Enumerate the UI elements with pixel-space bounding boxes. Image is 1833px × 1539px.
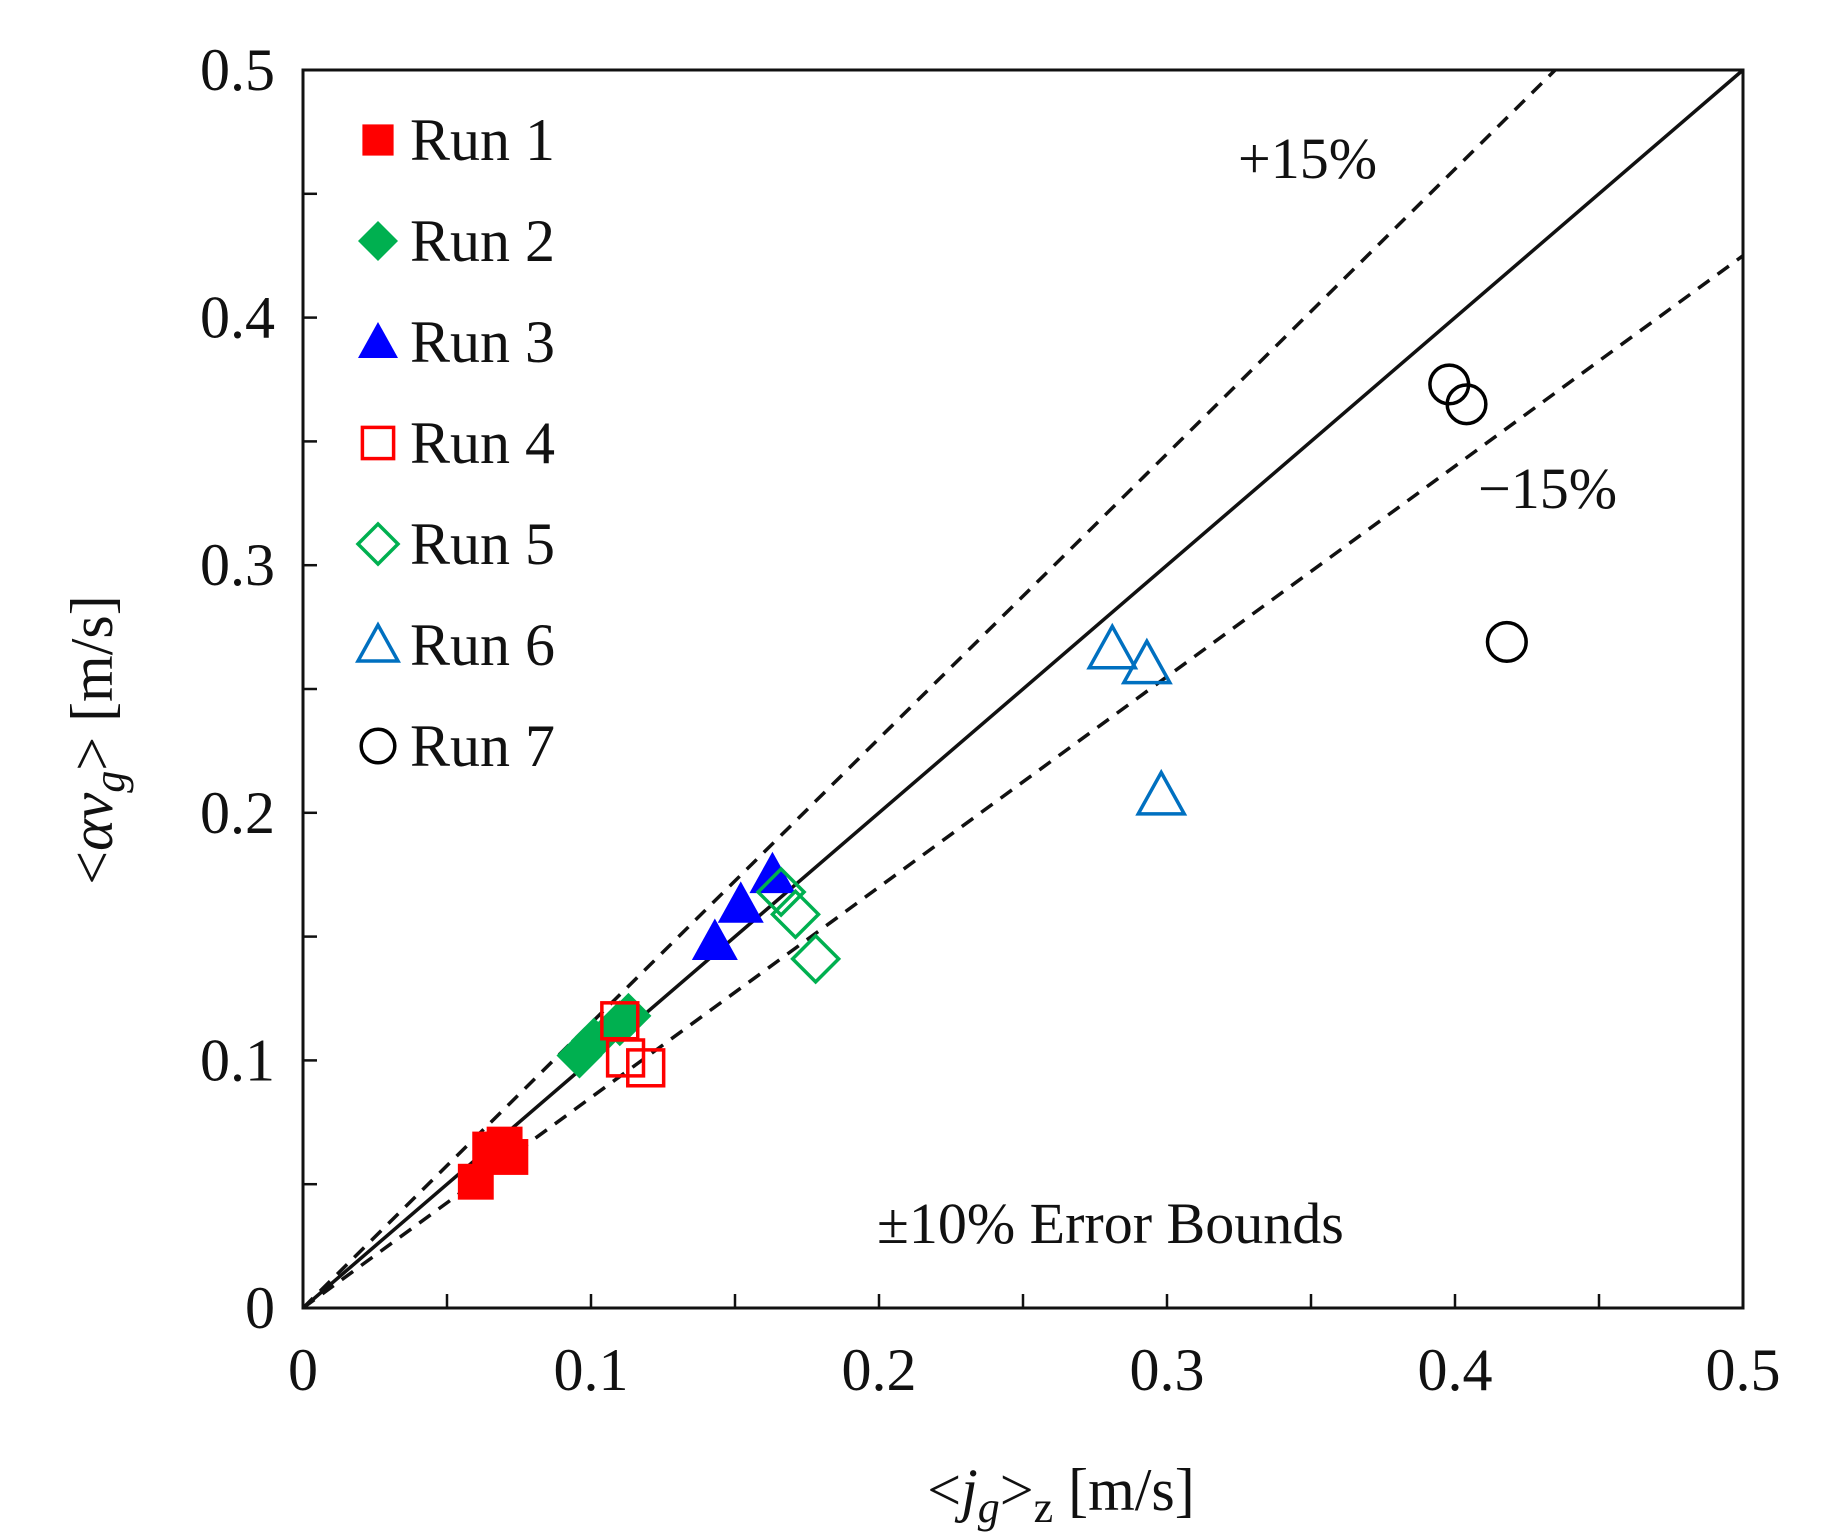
legend-label-run-5: Run 5 [410, 511, 555, 577]
legend-label-run-1: Run 1 [410, 107, 555, 173]
y-tick-label: 0.1 [200, 1027, 275, 1093]
legend-label-run-4: Run 4 [410, 410, 555, 476]
legend-label-run-3: Run 3 [410, 309, 555, 375]
point-run-1 [492, 1139, 529, 1175]
minus-15-label: −15% [1478, 456, 1617, 521]
y-tick-label: 0.2 [200, 780, 275, 846]
point-run-5 [770, 888, 821, 940]
plus-15-line [301, 68, 1557, 1310]
x-tick-label: 0 [288, 1337, 318, 1403]
y-label-var: αv [59, 792, 125, 850]
legend: Run 1 Run 2 Run 3 Run 4 Run 5 Run 6 Run 7 [355, 107, 555, 779]
x-label-sub: g [978, 1483, 1000, 1532]
y-axis-label: <αvg> [m/s] [59, 595, 134, 884]
legend-marker-run-1 [362, 124, 394, 156]
point-run-3 [717, 881, 764, 923]
point-run-6 [1135, 768, 1188, 816]
y-tick-label: 0.4 [200, 285, 275, 351]
legend-label-run-7: Run 7 [410, 713, 555, 779]
x-label-units: [m/s] [1053, 1457, 1195, 1523]
x-label-sub2: z [1034, 1483, 1054, 1532]
data-points [457, 363, 1528, 1200]
legend-label-run-2: Run 2 [410, 208, 555, 274]
x-tick-label: 0.5 [1706, 1337, 1781, 1403]
x-label-open: < [927, 1457, 961, 1523]
y-tick-label: 0.3 [200, 532, 275, 598]
x-label-close: > [1000, 1457, 1034, 1523]
point-run-7 [1445, 383, 1488, 426]
y-label-units: [m/s] [59, 595, 125, 737]
x-tick-label: 0.2 [842, 1337, 917, 1403]
y-tick-label: 0 [245, 1275, 275, 1341]
minus-15-line [301, 254, 1745, 1310]
y-label-sub: g [85, 771, 134, 793]
reference-lines [301, 68, 1745, 1310]
legend-marker-run-4 [360, 425, 396, 461]
point-run-5 [755, 866, 807, 918]
point-run-3 [691, 918, 738, 960]
point-run-1 [457, 1163, 494, 1200]
point-run-4 [626, 1048, 666, 1088]
error-bounds-annotation: ±10% Error Bounds [877, 1191, 1344, 1256]
x-tick-label: 0.3 [1130, 1337, 1205, 1403]
point-run-7 [1485, 620, 1528, 664]
point-run-6 [1086, 622, 1139, 670]
legend-label-run-6: Run 6 [410, 612, 555, 678]
x-tick-label: 0.1 [554, 1337, 629, 1403]
point-run-4 [605, 1038, 646, 1078]
legend-marker-run-5 [355, 521, 401, 567]
point-run-5 [790, 933, 842, 985]
y-label-open: < [59, 851, 125, 885]
plus-15-label: +15% [1238, 126, 1377, 191]
legend-marker-run-7 [359, 727, 397, 765]
y-label-close: > [59, 737, 125, 771]
x-axis-label: <jg>z [m/s] [927, 1457, 1195, 1532]
point-run-3 [749, 851, 796, 894]
point-run-6 [1120, 637, 1173, 685]
y-tick-label: 0.5 [200, 37, 275, 103]
axes: 0 0.1 0.2 0.3 0.4 0.5 0 0.1 0.2 0.3 0.4 0.5 [200, 37, 1781, 1403]
legend-marker-run-2 [358, 221, 398, 261]
x-tick-label: 0.4 [1418, 1337, 1493, 1403]
parity-line [301, 68, 1745, 1310]
legend-marker-run-6 [355, 621, 401, 663]
legend-marker-run-3 [358, 322, 398, 358]
